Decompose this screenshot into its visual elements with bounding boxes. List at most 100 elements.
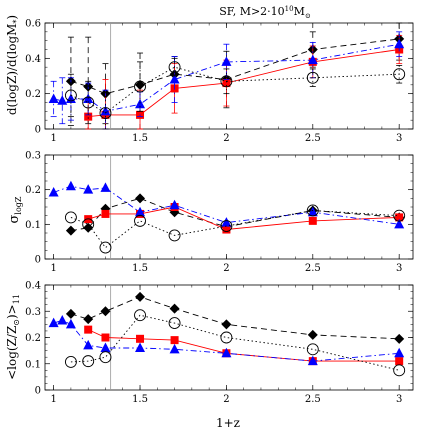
y-tick-label: 0 — [35, 125, 41, 136]
series-red — [84, 34, 404, 130]
panel-slope: 1 1.5 2 2.5 3 0 0.2 0.4 0.6 — [25, 19, 414, 144]
error-bar — [396, 31, 403, 57]
data-point-circle — [64, 355, 77, 368]
plot-frame — [44, 154, 414, 260]
data-point-triangle — [135, 206, 146, 217]
y-tick-label: 0.4 — [25, 281, 41, 292]
data-point-square — [84, 325, 93, 334]
x-tick-label: 2 — [223, 263, 229, 274]
data-point-circle — [168, 317, 181, 330]
data-point-triangle — [48, 93, 59, 103]
data-point-circle — [99, 107, 112, 120]
x-tick-label: 3 — [396, 394, 402, 405]
data-point-circle — [168, 61, 181, 74]
data-point-diamond — [169, 303, 180, 314]
data-point-circle — [134, 309, 146, 322]
series-black — [65, 193, 405, 236]
data-point-triangle — [394, 38, 405, 49]
data-point-diamond — [100, 306, 111, 317]
x-tick-label: 1 — [50, 133, 56, 144]
data-point-triangle — [65, 318, 76, 329]
data-point-triangle — [57, 95, 68, 105]
data-point-triangle — [169, 199, 180, 210]
x-tick-label: 2 — [223, 133, 229, 144]
data-point-triangle — [83, 184, 94, 194]
data-point-diamond — [65, 225, 76, 236]
error-bar — [309, 68, 316, 87]
data-point-square — [84, 112, 93, 121]
series-line — [88, 49, 400, 118]
data-point-diamond — [135, 193, 146, 204]
data-point-triangle — [100, 105, 111, 116]
chart-title: SF, M>2·1010M⊙ — [219, 5, 311, 20]
data-point-triangle — [307, 355, 318, 366]
data-point-diamond — [135, 79, 146, 90]
data-point-circle — [393, 209, 406, 222]
series-black — [65, 22, 405, 130]
data-point-triangle — [65, 180, 76, 191]
series-blue — [48, 314, 405, 366]
data-point-circle — [220, 331, 233, 344]
data-point-diamond — [83, 222, 94, 233]
series-black — [65, 291, 405, 344]
x-tick-label: 1.5 — [132, 263, 148, 274]
data-point-circle — [134, 80, 146, 93]
series-line — [70, 38, 400, 95]
data-point-diamond — [221, 319, 232, 330]
data-point-triangle — [394, 347, 405, 358]
data-point-circle — [306, 71, 319, 84]
data-point-circle — [82, 218, 95, 231]
series-open — [64, 204, 406, 254]
data-point-triangle — [221, 56, 232, 66]
data-point-circle — [306, 343, 319, 356]
series-blue — [48, 180, 405, 229]
chart-title-main: SF, M>2·10 — [219, 5, 284, 18]
y-tick-label: 0.2 — [25, 89, 41, 100]
data-point-square — [101, 209, 110, 218]
data-point-circle — [82, 355, 95, 368]
data-point-circle — [134, 214, 146, 227]
series-line — [88, 329, 400, 362]
x-tick-label: 2.5 — [305, 394, 321, 405]
x-tick-label: 3 — [396, 263, 402, 274]
series-line — [70, 314, 400, 371]
data-point-circle — [64, 89, 77, 102]
data-point-triangle — [100, 342, 111, 352]
data-point-circle — [393, 68, 406, 81]
y-tick-label: 0.2 — [25, 185, 41, 196]
series-line — [70, 197, 400, 232]
data-point-circle — [220, 75, 233, 88]
x-tick-label: 1.5 — [132, 133, 148, 144]
x-tick-label: 2 — [223, 394, 229, 405]
data-point-diamond — [83, 314, 94, 325]
y-tick-label: 0.2 — [25, 333, 41, 344]
y-tick-label: 0.3 — [25, 307, 41, 318]
error-bar — [102, 91, 109, 130]
data-point-triangle — [394, 218, 405, 229]
y-tick-label: 0.3 — [25, 151, 41, 162]
data-point-triangle — [169, 74, 180, 84]
panel-mean-metallicity: 1 1.5 2 2.5 3 0 0.1 0.2 0.3 0.4 — [25, 281, 414, 405]
y-tick-label: 0.1 — [25, 220, 41, 231]
data-point-circle — [99, 351, 112, 364]
y-tick-label: 0.1 — [25, 359, 41, 370]
data-point-circle — [64, 211, 77, 224]
error-bar — [223, 50, 230, 109]
chart-title-exponent: 10 — [285, 5, 294, 13]
series-open — [64, 309, 406, 377]
data-point-triangle — [48, 317, 59, 328]
chart-title-subscript: ⊙ — [305, 12, 311, 20]
data-point-triangle — [307, 54, 318, 65]
data-point-triangle — [307, 206, 318, 217]
error-bar — [85, 80, 92, 125]
data-point-square — [395, 357, 404, 366]
data-point-triangle — [135, 98, 146, 109]
series-line — [70, 296, 400, 340]
data-point-diamond — [307, 329, 318, 340]
ylabel-slope: d(logZ)/d(logM*) — [5, 15, 21, 115]
series-line — [53, 43, 400, 112]
x-tick-label: 2.5 — [305, 263, 321, 274]
data-point-triangle — [135, 342, 146, 352]
ylabel-mean-metallicity: <log(Z/Z⊙)>11 — [5, 294, 21, 380]
